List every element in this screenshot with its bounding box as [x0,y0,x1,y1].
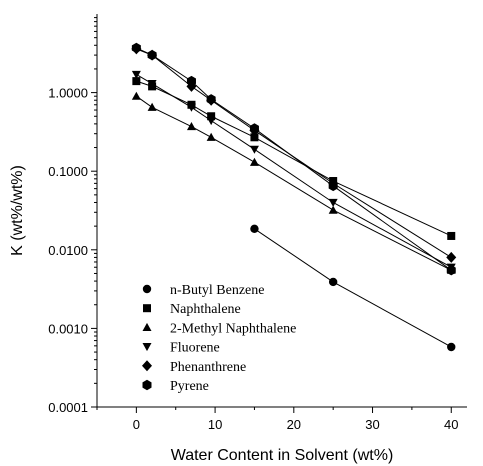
series-layer [131,42,457,352]
data-point [249,157,259,166]
data-point [147,80,157,89]
legend-marker [142,343,152,352]
y-tick-label: 1.0000 [48,86,88,101]
data-point [206,117,216,126]
data-point [447,231,456,240]
data-point [147,49,157,61]
data-point [186,75,196,87]
y-tick-label: 0.0001 [48,400,88,415]
x-tick-label: 0 [133,417,140,432]
series-fluorene [131,70,456,272]
legend-label: 2-Methyl Naphthalene [170,321,296,336]
data-point [328,180,338,192]
x-tick-label: 40 [444,417,458,432]
series-line [136,48,452,258]
data-point [446,251,457,263]
y-tick-label: 0.0100 [48,243,88,258]
x-tick-label: 10 [208,417,222,432]
legend-label: Pyrene [170,379,209,394]
x-axis-title: Water Content in Solvent (wt%) [171,447,394,464]
data-point [328,277,338,287]
series-2-methyl-naphthalene [131,91,456,274]
data-point [206,132,216,141]
x-axis: 0 10 20 30 40 [96,407,458,432]
data-point [131,70,141,79]
data-point [131,42,141,54]
legend: n-Butyl Benzene Naphthalene 2-Methyl Napht… [142,283,296,394]
series-line [136,80,452,237]
data-point [147,102,157,111]
y-tick-label: 0.1000 [48,164,88,179]
legend-label: Naphthalene [170,302,241,317]
series-n-butyl-benzene [250,224,456,352]
legend-marker [142,322,152,331]
data-point [249,123,259,134]
y-axis-title: K (wt%/wt%) [9,165,26,256]
series-naphthalene [132,77,456,240]
data-point [206,94,216,105]
data-point [446,265,456,276]
legend-label: Fluorene [170,341,220,356]
series-line [136,95,452,271]
y-axis: 0.0001 0.0010 0.0100 0.1000 1.0000 [48,17,97,415]
legend-marker [142,360,152,372]
legend-label: Phenanthrene [170,360,246,375]
data-point [249,145,259,154]
data-point [447,342,456,352]
y-tick-label: 0.0010 [48,321,88,336]
data-point [250,224,259,234]
data-point [132,77,141,86]
data-point [186,103,196,112]
x-tick-label: 20 [287,417,301,432]
legend-label: n-Butyl Benzene [170,283,264,298]
data-point [328,205,338,214]
data-point [328,198,338,207]
series-line [136,74,452,268]
series-phenanthrene [131,43,457,263]
data-point [207,112,216,121]
legend-marker [143,304,151,313]
data-point [186,122,196,131]
legend-marker [142,284,152,294]
plot-frame [96,14,467,408]
x-tick-label: 30 [365,417,379,432]
data-point [250,133,259,142]
series-pyrene [131,42,456,276]
legend-marker [142,379,152,391]
data-point [131,91,141,100]
